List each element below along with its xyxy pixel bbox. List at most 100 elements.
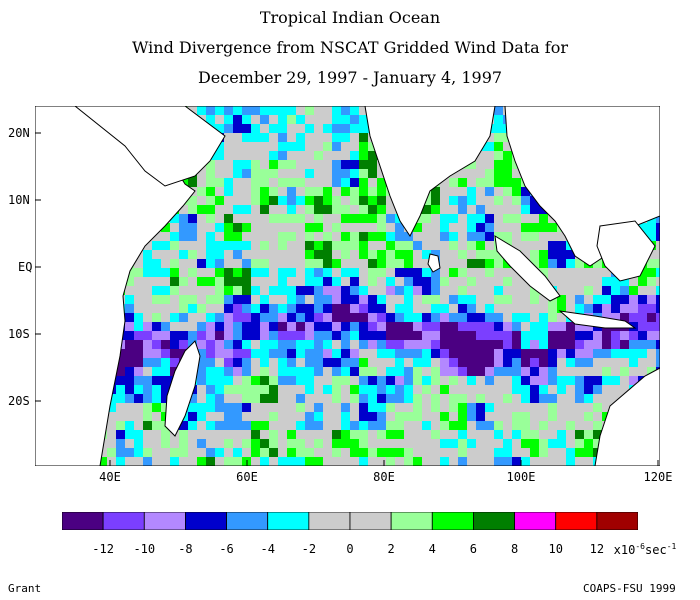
field-cell: [548, 376, 558, 386]
field-cell: [521, 403, 531, 413]
field-cell: [584, 394, 594, 404]
field-cell: [206, 232, 216, 242]
field-cell: [404, 394, 414, 404]
field-cell: [314, 106, 324, 116]
field-cell: [116, 439, 126, 449]
field-cell: [206, 187, 216, 197]
field-cell: [602, 358, 612, 368]
field-cell: [215, 214, 225, 224]
field-cell: [215, 349, 225, 359]
lon-label-40e: 40E: [99, 470, 121, 484]
field-cell: [287, 160, 297, 170]
field-cell: [548, 250, 558, 260]
field-cell: [305, 196, 315, 206]
field-cell: [575, 385, 585, 395]
field-cell: [251, 178, 261, 188]
field-cell: [566, 421, 576, 431]
field-cell: [359, 304, 369, 314]
field-cell: [197, 439, 207, 449]
field-cell: [575, 421, 585, 431]
field-cell: [512, 412, 522, 422]
field-cell: [611, 286, 621, 296]
field-cell: [575, 358, 585, 368]
field-cell: [323, 115, 333, 125]
field-cell: [224, 259, 234, 269]
field-cell: [512, 187, 522, 197]
field-cell: [368, 196, 378, 206]
field-cell: [377, 277, 387, 287]
field-cell: [134, 430, 144, 440]
field-cell: [188, 214, 198, 224]
field-cell: [206, 430, 216, 440]
field-cell: [431, 385, 441, 395]
field-cell: [350, 385, 360, 395]
field-cell: [449, 241, 459, 251]
field-cell: [206, 115, 216, 125]
field-cell: [413, 394, 423, 404]
field-cell: [359, 286, 369, 296]
field-cell: [431, 205, 441, 215]
field-cell: [467, 259, 477, 269]
field-cell: [341, 268, 351, 278]
field-cell: [656, 286, 660, 296]
field-cell: [287, 331, 297, 341]
field-cell: [485, 331, 495, 341]
field-cell: [251, 295, 261, 305]
field-cell: [440, 385, 450, 395]
field-cell: [134, 376, 144, 386]
field-cell: [197, 106, 207, 116]
field-cell: [242, 151, 252, 161]
field-cell: [143, 385, 153, 395]
field-cell: [161, 250, 171, 260]
field-cell: [170, 304, 180, 314]
field-cell: [197, 457, 207, 466]
field-cell: [593, 385, 603, 395]
field-cell: [395, 268, 405, 278]
field-cell: [467, 196, 477, 206]
field-cell: [341, 232, 351, 242]
field-cell: [350, 421, 360, 431]
field-cell: [305, 439, 315, 449]
field-cell: [629, 286, 639, 296]
field-cell: [224, 376, 234, 386]
field-cell: [377, 313, 387, 323]
field-cell: [323, 448, 333, 458]
field-cell: [215, 331, 225, 341]
field-cell: [530, 241, 540, 251]
field-cell: [458, 223, 468, 233]
field-cell: [242, 340, 252, 350]
colorbar-swatch: [431, 512, 474, 530]
field-cell: [467, 340, 477, 350]
field-cell: [332, 340, 342, 350]
field-cell: [287, 223, 297, 233]
field-cell: [143, 439, 153, 449]
field-cell: [539, 439, 549, 449]
field-cell: [629, 367, 639, 377]
field-cell: [359, 295, 369, 305]
field-cell: [467, 160, 477, 170]
field-cell: [467, 295, 477, 305]
field-cell: [440, 214, 450, 224]
field-cell: [368, 421, 378, 431]
field-cell: [224, 133, 234, 143]
field-cell: [224, 169, 234, 179]
field-cell: [566, 259, 576, 269]
land-masses: [35, 106, 660, 466]
field-cell: [566, 457, 576, 466]
field-cell: [287, 448, 297, 458]
field-cell: [566, 439, 576, 449]
field-cell: [449, 277, 459, 287]
field-cell: [566, 367, 576, 377]
field-cell: [503, 142, 513, 152]
field-cell: [197, 376, 207, 386]
field-cell: [341, 241, 351, 251]
field-cell: [188, 178, 198, 188]
field-cell: [566, 277, 576, 287]
field-cell: [440, 187, 450, 197]
field-cell: [296, 349, 306, 359]
field-cell: [404, 385, 414, 395]
field-cell: [98, 457, 108, 466]
field-cell: [431, 295, 441, 305]
field-cell: [269, 241, 279, 251]
field-cell: [368, 286, 378, 296]
